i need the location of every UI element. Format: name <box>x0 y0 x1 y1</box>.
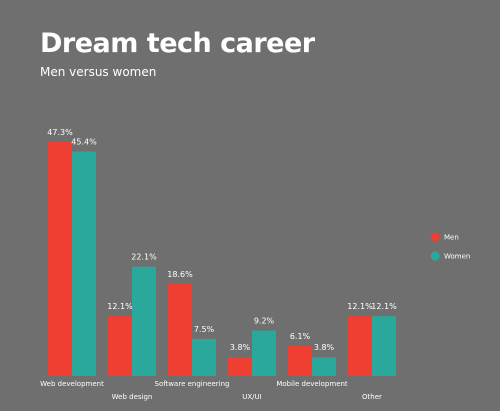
value-label-men-3: 3.8% <box>230 343 251 352</box>
value-label-women-2: 7.5% <box>194 325 215 334</box>
value-label-men-5: 12.1% <box>347 302 373 311</box>
chart-subtitle: Men versus women <box>40 65 157 79</box>
category-label-4: Mobile development <box>276 380 348 388</box>
bar-men-4 <box>288 345 312 376</box>
category-label-5: Other <box>362 393 382 401</box>
value-label-women-4: 3.8% <box>314 343 335 352</box>
bar-women-1 <box>132 266 156 376</box>
value-label-women-5: 12.1% <box>371 302 397 311</box>
bar-women-0 <box>72 151 96 376</box>
value-label-women-1: 22.1% <box>131 253 157 262</box>
bar-women-2 <box>192 338 216 376</box>
category-label-1: Web design <box>112 393 153 401</box>
value-label-men-0: 47.3% <box>47 128 73 137</box>
category-label-2: Software engineering <box>155 380 230 388</box>
legend-label-men: Men <box>444 234 459 242</box>
bar-women-3 <box>252 330 276 376</box>
bar-men-5 <box>348 316 372 376</box>
category-label-3: UX/UI <box>242 393 261 401</box>
bar-women-4 <box>312 357 336 376</box>
value-label-men-1: 12.1% <box>107 302 133 311</box>
value-label-men-2: 18.6% <box>167 270 193 279</box>
legend-label-women: Women <box>444 253 470 261</box>
bar-men-3 <box>228 357 252 376</box>
legend-swatch-men <box>430 232 440 242</box>
chart-title: Dream tech career <box>40 28 315 59</box>
legend-swatch-women <box>430 251 440 261</box>
value-label-women-0: 45.4% <box>71 137 97 146</box>
bar-men-1 <box>108 316 132 376</box>
category-label-0: Web development <box>40 380 104 388</box>
bar-men-0 <box>48 142 72 376</box>
value-label-men-4: 6.1% <box>290 332 311 341</box>
value-label-women-3: 9.2% <box>254 316 275 325</box>
bar-women-5 <box>372 316 396 376</box>
bar-men-2 <box>168 283 192 376</box>
